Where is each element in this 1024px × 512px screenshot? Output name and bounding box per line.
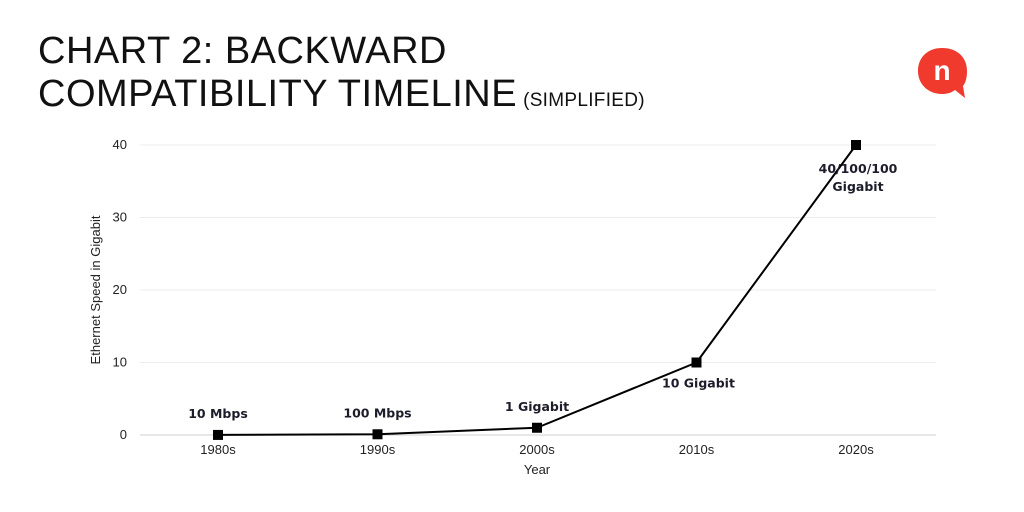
logo-icon: n [918,48,967,98]
data-labels: 10 Mbps 100 Mbps 1 Gigabit 10 Gigabit 40/100… [188,161,897,421]
grid-lines [140,144,936,436]
y-tick-label: 20 [113,282,127,297]
y-tick-label: 0 [120,427,127,442]
title-line-2: COMPATIBILITY TIMELINE (SIMPLIFIED) [38,73,645,122]
y-tick-label: 30 [113,210,127,225]
x-tick-label: 2000s [519,442,555,457]
data-point-marker [851,140,861,150]
x-tick-label: 2020s [838,442,874,457]
y-axis-ticks: 0 10 20 30 40 [113,137,127,442]
data-label: 10 Gigabit [662,376,735,391]
chart-subtitle: (SIMPLIFIED) [523,90,645,111]
x-tick-label: 1990s [360,442,396,457]
series-layer [213,140,861,440]
data-point-marker [372,429,383,440]
x-tick-label: 1980s [200,442,236,457]
x-axis-title: Year [524,462,551,477]
title-line-1: CHART 2: BACKWARD [38,30,447,72]
data-label: 40/100/100 Gigabit [819,161,898,194]
data-point-marker [691,357,702,368]
data-label: 10 Mbps [188,406,248,421]
data-label: 100 Mbps [343,405,411,420]
x-tick-label: 2010s [679,442,715,457]
y-axis-title: Ethernet Speed in Gigabit [88,215,103,364]
data-point-marker [213,429,223,440]
logo-letter: n [933,55,950,86]
data-label: 1 Gigabit [505,399,569,414]
x-axis-ticks: 1980s 1990s 2000s 2010s 2020s [200,442,874,457]
y-tick-label: 10 [113,355,127,370]
logo-bubble [918,48,967,98]
title-line-2-text: COMPATIBILITY TIMELINE [38,73,518,115]
chart-title: CHART 2: BACKWARD COMPATIBILITY TIMELINE… [38,30,645,122]
data-point-marker [532,422,542,433]
y-tick-label: 40 [113,137,127,152]
